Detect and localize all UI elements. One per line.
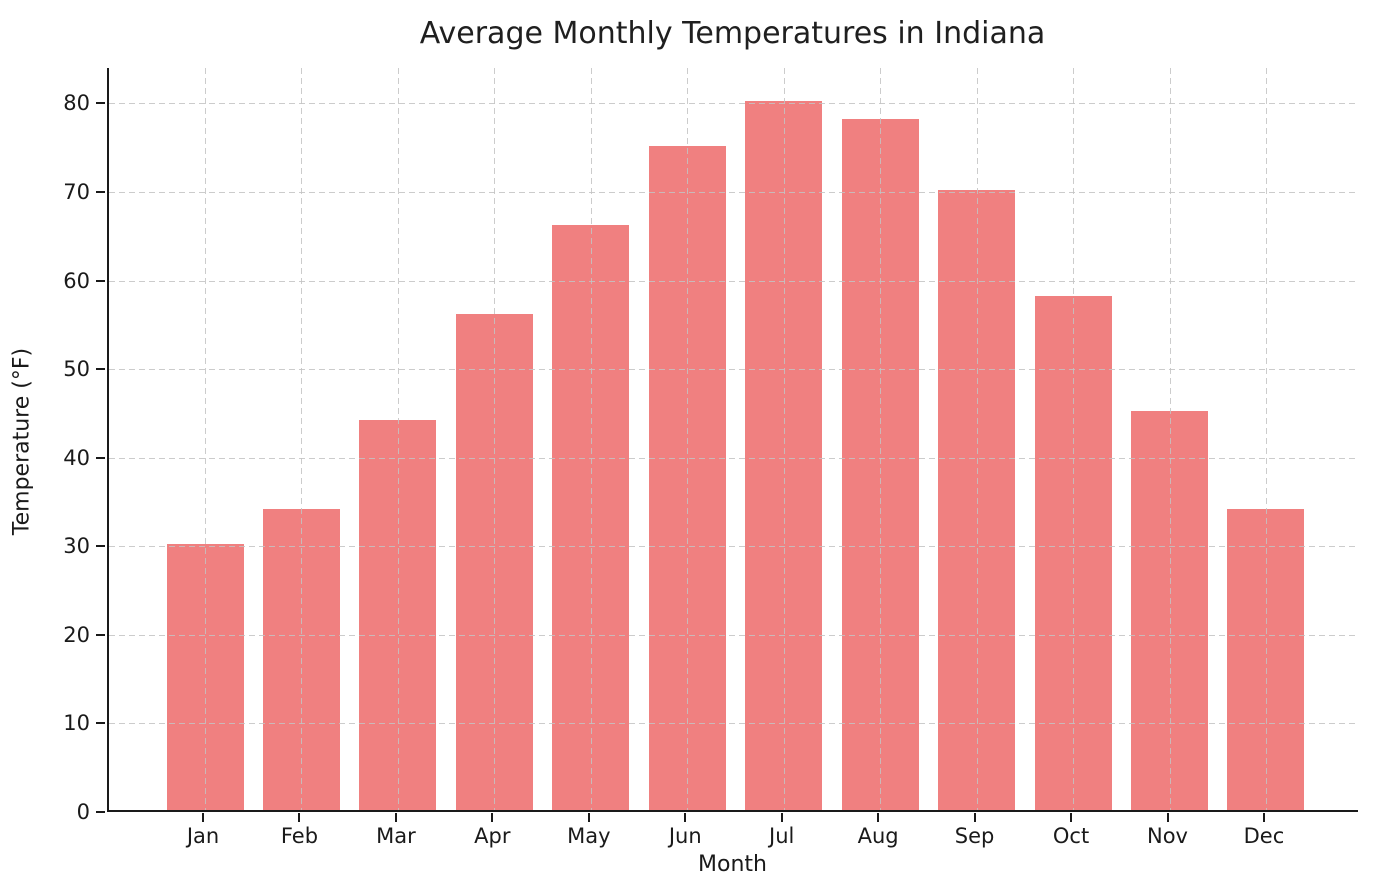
y-tick-40 [96, 456, 105, 459]
y-tick-label-60: 60 [63, 268, 90, 293]
y-tick-label-50: 50 [63, 357, 90, 382]
y-tick-30 [96, 545, 105, 548]
y-tick-label-40: 40 [63, 445, 90, 470]
x-tick-jul [780, 813, 783, 822]
x-tick-mar [394, 813, 397, 822]
x-gridline-jan [205, 68, 206, 810]
y-tick-label-30: 30 [63, 534, 90, 559]
y-tick-50 [96, 368, 105, 371]
x-tick-apr [491, 813, 494, 822]
y-axis-label: Temperature (°F) [9, 347, 35, 536]
y-tick-label-0: 0 [76, 800, 90, 824]
y-tick-70 [96, 191, 105, 193]
x-tick-feb [298, 813, 301, 822]
y-tick-10 [96, 722, 105, 725]
y-gridline-10 [109, 723, 1358, 725]
x-tick-sep [973, 813, 976, 822]
x-axis-label: Month [698, 852, 767, 877]
x-tick-label-may: May [567, 824, 611, 848]
y-tick-0 [96, 811, 105, 813]
x-gridline-jun [687, 68, 689, 810]
y-gridline-70 [109, 192, 1358, 193]
x-tick-label-dec: Dec [1243, 824, 1285, 848]
x-tick-jun [684, 813, 687, 822]
y-gridline-60 [109, 280, 1358, 282]
y-tick-60 [96, 279, 105, 282]
y-gridline-20 [109, 634, 1358, 636]
x-gridline-aug [880, 68, 882, 810]
x-tick-label-sep: Sep [954, 824, 995, 848]
x-tick-oct [1070, 813, 1073, 822]
x-tick-label-apr: Apr [474, 824, 511, 848]
x-gridline-jul [783, 68, 785, 810]
x-tick-label-jun: Jun [668, 824, 702, 848]
y-tick-80 [96, 102, 105, 105]
x-tick-label-mar: Mar [376, 824, 416, 848]
x-tick-label-feb: Feb [280, 824, 319, 848]
x-tick-aug [877, 813, 880, 822]
y-tick-label-80: 80 [63, 91, 90, 116]
x-gridline-apr [494, 68, 496, 810]
x-gridline-dec [1265, 68, 1267, 810]
x-gridline-feb [301, 68, 303, 810]
y-tick-label-10: 10 [63, 711, 90, 736]
y-gridline-30 [109, 546, 1358, 548]
y-tick-label-20: 20 [63, 622, 90, 647]
y-gridline-40 [109, 457, 1358, 459]
x-gridline-mar [397, 68, 399, 810]
x-gridline-nov [1169, 68, 1171, 810]
x-tick-label-jan: Jan [186, 824, 220, 848]
x-tick-may [587, 813, 590, 822]
x-tick-jan [202, 813, 204, 822]
y-gridline-80 [109, 103, 1358, 105]
x-tick-label-aug: Aug [857, 824, 899, 848]
y-tick-label-70: 70 [63, 180, 90, 204]
x-tick-nov [1166, 813, 1169, 822]
x-tick-label-oct: Oct [1052, 824, 1090, 848]
y-gridline-50 [109, 369, 1358, 371]
x-tick-label-jul: Jul [769, 824, 795, 848]
x-gridline-sep [976, 68, 978, 810]
plot-area [107, 68, 1358, 812]
x-gridline-oct [1073, 68, 1075, 810]
y-tick-20 [96, 633, 105, 636]
x-gridline-may [590, 68, 592, 810]
x-tick-dec [1262, 813, 1265, 822]
chart-title: Average Monthly Temperatures in Indiana [419, 16, 1046, 51]
x-tick-label-nov: Nov [1147, 824, 1188, 848]
